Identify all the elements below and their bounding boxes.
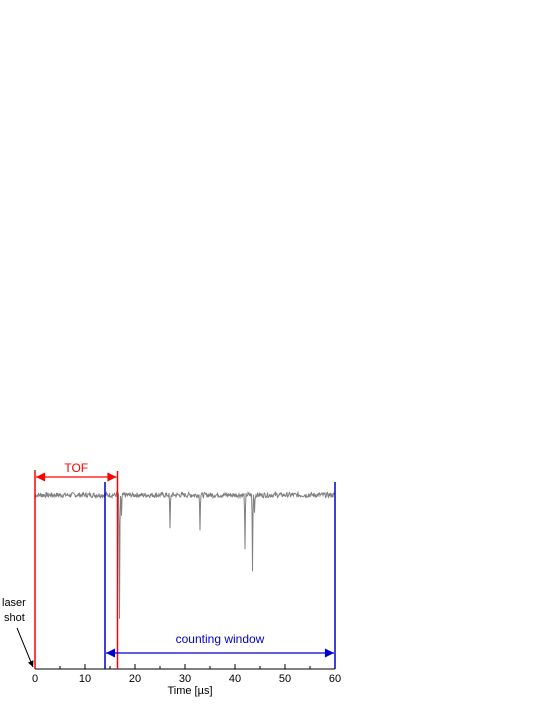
tof-label: TOF [64,461,88,475]
marker-lines [34,471,336,669]
x-tick-label: 10 [79,673,91,685]
x-tick-label: 20 [129,673,141,685]
signal-trace [34,490,336,619]
counting-window-label: counting window [176,632,265,646]
x-tick-label: 0 [32,673,38,685]
laser-shot-label-line2: shot [4,612,25,624]
x-tick-label: 30 [179,673,191,685]
laser-shot-label-line1: laser [2,597,26,609]
x-tick-label: 40 [229,673,241,685]
x-tick-label: 60 [329,673,341,685]
x-axis-label: Time [µs] [167,685,212,697]
x-tick-label: 50 [279,673,291,685]
x-ticks: 0 10 20 30 40 50 60 [32,664,341,685]
laser-shot-arrow [16,627,34,668]
